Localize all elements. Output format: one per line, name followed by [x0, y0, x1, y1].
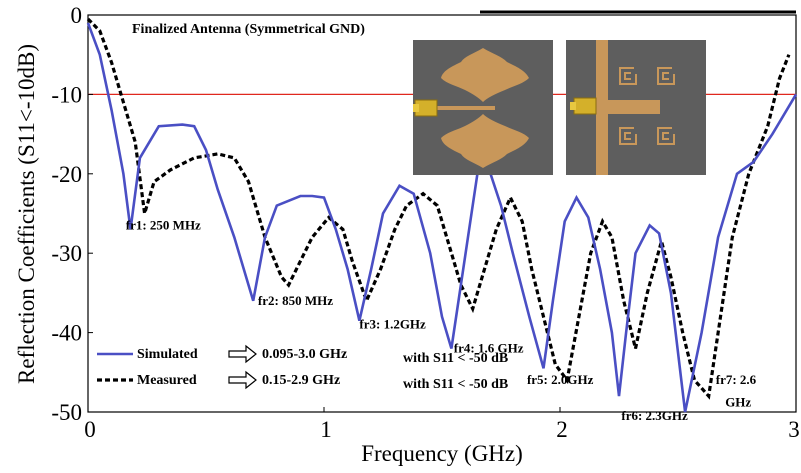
- radiator-bottom: [441, 114, 529, 168]
- arrow-icon: [228, 344, 257, 364]
- series-line-measured: [86, 17, 791, 400]
- split-ring-resonators: [619, 67, 675, 145]
- legend-range-measured: 0.15-2.9 GHz: [262, 373, 340, 388]
- resonance-annotation: fr1: 250 MHz: [126, 217, 201, 232]
- y-tick-label: -40: [51, 321, 82, 346]
- front-view-photo: [413, 40, 553, 175]
- ground-strip: [596, 40, 608, 175]
- sma-pin: [570, 102, 576, 110]
- srr-inner-ring: [624, 72, 631, 80]
- resonance-annotation: fr2: 850 MHz: [258, 293, 333, 308]
- legend-condition-simulated: with S11 < -50 dB: [403, 351, 508, 366]
- series-line-simulated: [86, 22, 798, 413]
- resonance-annotation: fr5: 2.0GHz: [527, 372, 594, 387]
- x-tick-label: 2: [556, 417, 568, 442]
- ground-stub: [608, 100, 660, 114]
- legend-label-measured: Measured: [137, 373, 197, 388]
- srr-inner-ring: [662, 132, 669, 140]
- legend: Simulated 0.095-3.0 GHz with S11 < -50 d…: [97, 344, 508, 392]
- srr-outer-ring: [619, 67, 637, 85]
- legend-condition-measured: with S11 < -50 dB: [403, 377, 508, 392]
- y-axis-label: Reflection Coefficients (S11<-10dB): [14, 44, 39, 384]
- x-tick-label: 3: [788, 417, 800, 442]
- annotations: fr1: 250 MHz fr2: 850 MHz fr3: 1.2GHz fr4: …: [126, 217, 757, 423]
- resonance-annotation: fr6: 2.3GHz: [621, 408, 688, 423]
- srr-inner-ring: [624, 132, 631, 140]
- y-tick-label: 0: [71, 3, 83, 28]
- resonance-annotation: GHz: [725, 394, 751, 409]
- x-tick-label: 1: [320, 417, 332, 442]
- feed-line: [433, 106, 495, 110]
- chart-title: Finalized Antenna (Symmetrical GND): [132, 22, 365, 37]
- x-axis-label: Frequency (GHz): [361, 441, 523, 466]
- plot-frame: [87, 14, 797, 413]
- legend-range-simulated: 0.095-3.0 GHz: [262, 347, 347, 362]
- srr-outer-ring: [657, 127, 675, 145]
- sma-connector: [573, 97, 597, 115]
- resonance-annotation: fr7: 2.6: [716, 372, 757, 387]
- srr-outer-ring: [619, 127, 637, 145]
- back-view-photo: [566, 40, 706, 175]
- y-tick-label: -30: [51, 241, 82, 266]
- resonance-annotation: fr4: 1.6 GHz: [454, 340, 524, 355]
- arrow-icon: [228, 370, 257, 390]
- resonance-annotation: fr3: 1.2GHz: [359, 317, 426, 332]
- legend-label-simulated: Simulated: [137, 347, 198, 362]
- srr-outer-ring: [657, 67, 675, 85]
- tick-marks: [87, 14, 797, 413]
- radiator-top: [441, 48, 529, 102]
- srr-inner-ring: [662, 72, 669, 80]
- y-tick-label: -20: [51, 162, 82, 187]
- sma-pin: [413, 104, 419, 112]
- y-tick-label: -50: [51, 400, 82, 425]
- x-tick-label: 0: [84, 417, 96, 442]
- y-tick-label: -10: [51, 82, 82, 107]
